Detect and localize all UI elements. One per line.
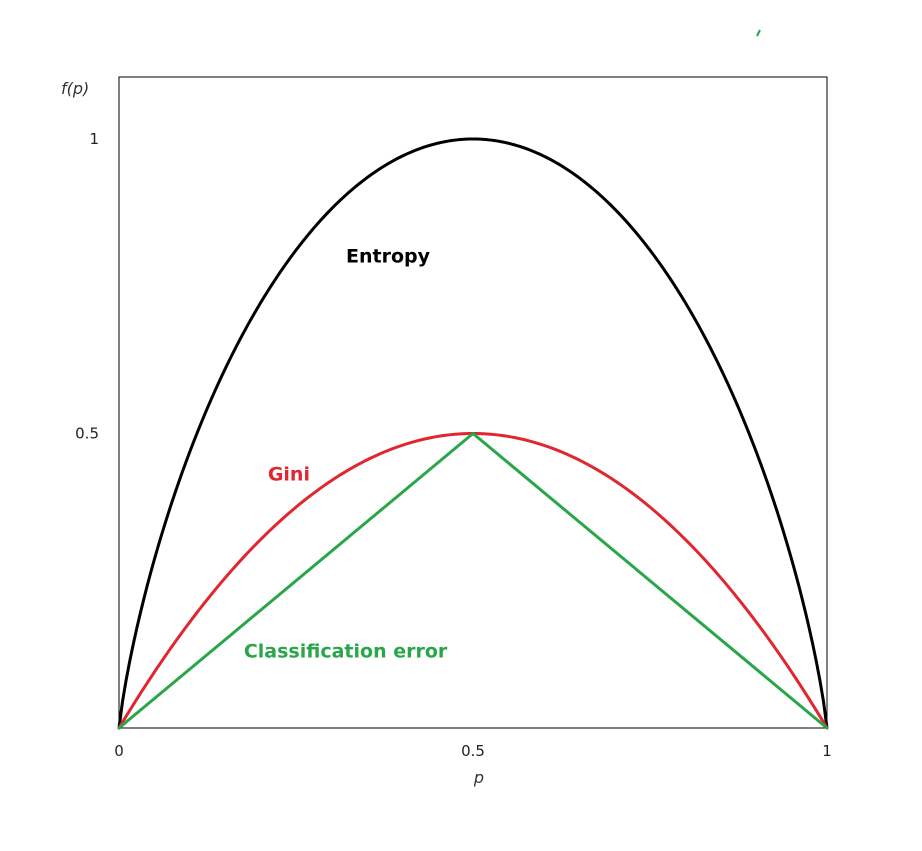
y-tick-label: 1 [89,130,99,148]
series-label-gini: Gini [268,464,310,486]
x-axis-label: p [473,768,484,787]
series-line-gini [117,432,829,730]
y-axis-label: f(p) [61,79,89,98]
series-label-entropy: Entropy [346,246,431,268]
series-line-entropy [117,137,829,730]
y-tick-label: 0.5 [75,425,99,443]
x-tick-label: 1 [822,742,832,760]
series-label-classification-error: Classification error [244,640,448,662]
stray-mark [756,29,761,37]
x-tick-label: 0 [114,742,124,760]
plot-area-frame [118,76,828,729]
series-line-classification-error [117,432,829,730]
x-tick-label: 0.5 [461,742,485,760]
